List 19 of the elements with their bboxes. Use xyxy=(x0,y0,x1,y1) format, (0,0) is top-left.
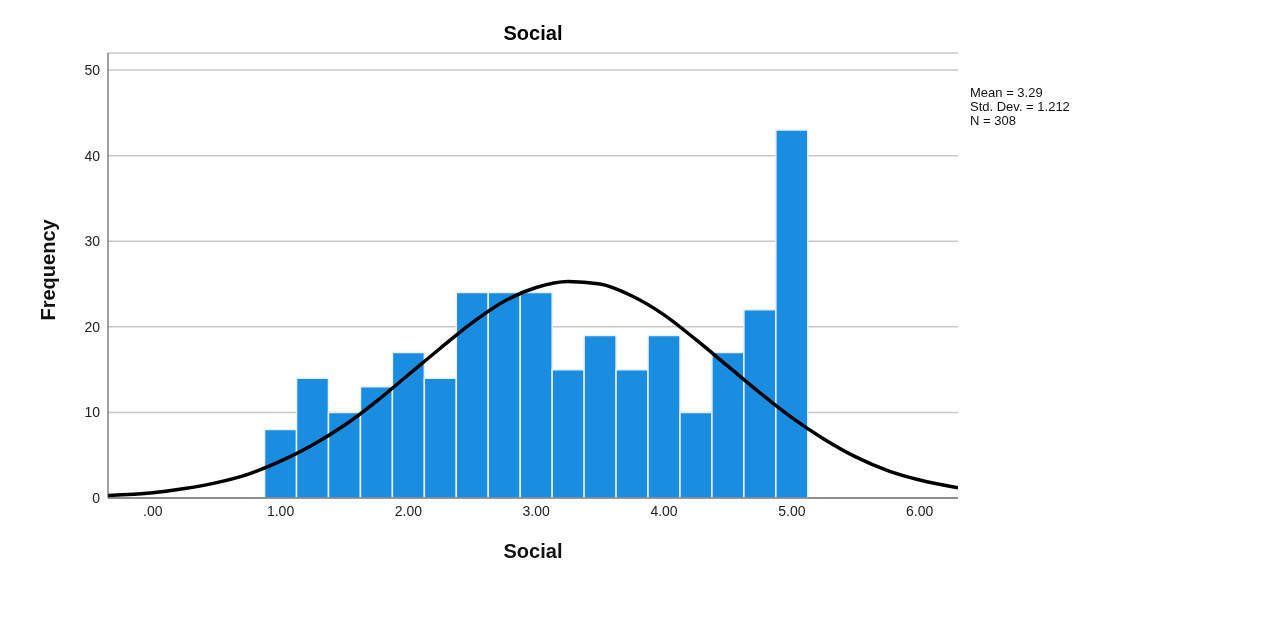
y-tick-label: 20 xyxy=(84,318,101,335)
y-tick-label: 40 xyxy=(84,147,101,164)
text: N = 308 xyxy=(970,113,1017,128)
x-tick-label: 4.00 xyxy=(650,502,678,519)
x-tick-label: 3.00 xyxy=(522,502,551,519)
x-tick-label: 5.00 xyxy=(778,502,806,519)
text: Mean = 3.29 xyxy=(970,85,1044,100)
y-tick-label: 50 xyxy=(84,62,101,79)
chart-title: Social xyxy=(502,22,564,45)
x-tick-label: 2.00 xyxy=(394,502,423,519)
y-tick-label: 10 xyxy=(84,404,101,421)
x-tick-label: 1.00 xyxy=(266,502,295,519)
y-axis-title: Frequency xyxy=(37,218,60,321)
y-tick-label: 30 xyxy=(84,233,101,250)
y-tick-label: 0 xyxy=(92,489,101,506)
x-tick-label: .00 xyxy=(143,502,163,519)
x-tick-label: 6.00 xyxy=(906,502,934,519)
text: Std. Dev. = 1.212 xyxy=(970,99,1070,114)
x-axis-title: Social xyxy=(503,540,563,562)
